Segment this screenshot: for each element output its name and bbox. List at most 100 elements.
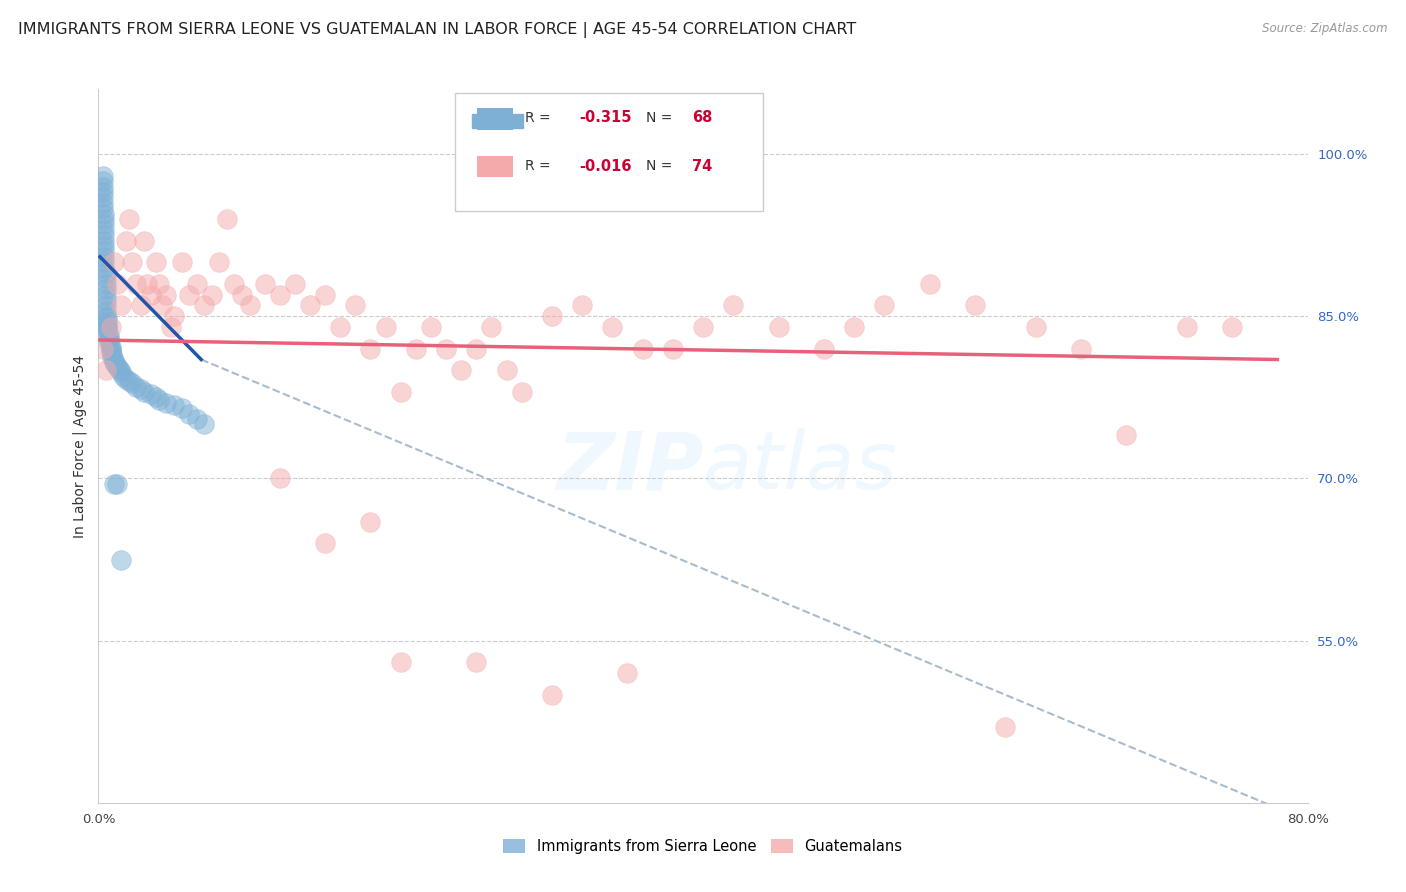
Point	[540, 688, 562, 702]
Point	[93, 260, 115, 275]
Point	[94, 363, 117, 377]
Point	[994, 720, 1017, 734]
Point	[155, 287, 177, 301]
Point	[103, 354, 125, 368]
Text: -0.315: -0.315	[579, 111, 633, 125]
Point	[510, 384, 533, 399]
Point	[103, 352, 125, 367]
Point	[125, 277, 148, 291]
Point	[1115, 428, 1137, 442]
Point	[108, 363, 131, 377]
Point	[110, 366, 132, 380]
Point	[389, 384, 412, 399]
Point	[110, 552, 132, 566]
Point	[768, 320, 790, 334]
Point	[93, 223, 115, 237]
Point	[94, 282, 117, 296]
Point	[100, 342, 122, 356]
Point	[465, 342, 488, 356]
Point	[114, 372, 136, 386]
Point	[616, 666, 638, 681]
Point	[602, 320, 624, 334]
Point	[93, 211, 115, 226]
Point	[129, 382, 152, 396]
Text: atlas: atlas	[703, 428, 898, 507]
Point	[96, 320, 118, 334]
Point	[813, 342, 835, 356]
Point	[314, 536, 336, 550]
Point	[91, 190, 114, 204]
Point	[105, 476, 128, 491]
Point	[450, 363, 472, 377]
Point	[103, 476, 125, 491]
Point	[98, 336, 121, 351]
Point	[91, 342, 114, 356]
Point	[631, 342, 654, 356]
Point	[224, 277, 246, 291]
Text: R =: R =	[526, 160, 555, 173]
Point	[965, 298, 987, 312]
Point	[253, 277, 276, 291]
Point	[160, 320, 183, 334]
Point	[269, 287, 291, 301]
Text: IMMIGRANTS FROM SIERRA LEONE VS GUATEMALAN IN LABOR FORCE | AGE 45-54 CORRELATIO: IMMIGRANTS FROM SIERRA LEONE VS GUATEMAL…	[18, 22, 856, 38]
FancyBboxPatch shape	[456, 93, 763, 211]
Point	[1175, 320, 1198, 334]
Point	[873, 298, 896, 312]
Point	[145, 390, 167, 404]
Point	[145, 255, 167, 269]
Point	[141, 387, 163, 401]
Point	[100, 343, 122, 358]
Point	[661, 342, 683, 356]
Point	[314, 287, 336, 301]
Point	[125, 379, 148, 393]
Point	[360, 342, 382, 356]
Text: Source: ZipAtlas.com: Source: ZipAtlas.com	[1263, 22, 1388, 36]
Point	[186, 277, 208, 291]
Point	[96, 326, 118, 340]
Point	[118, 211, 141, 226]
Point	[96, 311, 118, 326]
Point	[91, 174, 114, 188]
Point	[132, 234, 155, 248]
Point	[374, 320, 396, 334]
Point	[299, 298, 322, 312]
Point	[101, 347, 124, 361]
Point	[129, 298, 152, 312]
Point	[155, 396, 177, 410]
Point	[91, 201, 114, 215]
Point	[141, 287, 163, 301]
Point	[105, 277, 128, 291]
Point	[114, 234, 136, 248]
Bar	[477, 155, 513, 177]
Point	[101, 351, 124, 365]
Point	[103, 255, 125, 269]
Point	[110, 298, 132, 312]
Point	[93, 234, 115, 248]
Point	[98, 327, 121, 342]
Point	[96, 318, 118, 332]
Point	[284, 277, 307, 291]
Point	[93, 239, 115, 253]
Text: 74: 74	[692, 159, 713, 174]
Point	[94, 271, 117, 285]
Point	[201, 287, 224, 301]
Point	[93, 255, 115, 269]
Point	[723, 298, 745, 312]
Point	[94, 298, 117, 312]
Point	[121, 255, 143, 269]
Point	[179, 287, 201, 301]
Point	[918, 277, 941, 291]
Point	[94, 293, 117, 307]
Point	[1220, 320, 1243, 334]
Point	[94, 303, 117, 318]
Text: N =: N =	[647, 160, 676, 173]
Point	[481, 320, 503, 334]
Point	[91, 169, 114, 183]
Point	[105, 359, 128, 373]
Point	[193, 298, 215, 312]
Point	[163, 398, 186, 412]
Point	[1024, 320, 1046, 334]
Point	[405, 342, 427, 356]
Point	[186, 412, 208, 426]
